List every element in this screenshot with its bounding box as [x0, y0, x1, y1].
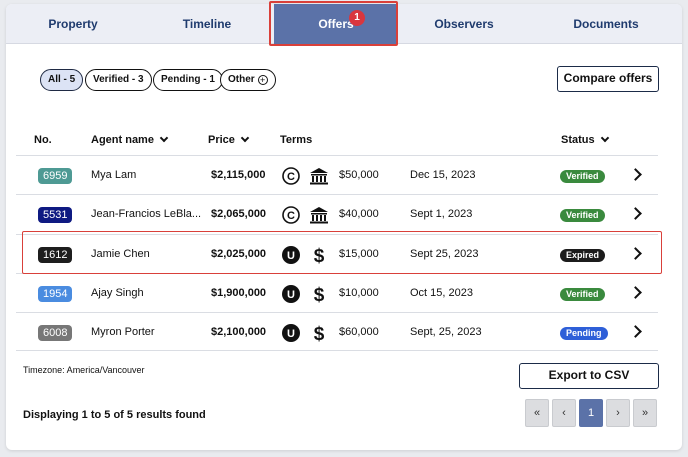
- offer-price: $2,065,000: [211, 208, 267, 221]
- offer-number-badge: 1954: [38, 285, 73, 302]
- dollar-icon: $: [309, 245, 329, 267]
- column-agent-name[interactable]: Agent name: [91, 133, 169, 146]
- tab-bar: Property Timeline Offers Observers Docum…: [6, 4, 682, 44]
- offer-price: $2,025,000: [211, 247, 267, 260]
- filter-all[interactable]: All - 5: [40, 69, 84, 91]
- table-row[interactable]: 6008 Myron Porter $2,100,000 U $ $60,000 Sept,…: [16, 312, 658, 352]
- u-circle-icon: U: [281, 245, 301, 265]
- column-no: No.: [34, 134, 52, 146]
- next-page-button[interactable]: ›: [606, 399, 630, 427]
- offers-count-badge: 1: [349, 10, 365, 26]
- deposit-amount: $50,000: [339, 169, 379, 181]
- table-row[interactable]: 5531 Jean-Francios LeBla... $2,065,000 C $40…: [16, 194, 658, 233]
- offer-date: Dec 15, 2023: [410, 169, 476, 181]
- status-badge: Verified: [560, 170, 605, 183]
- compare-offers-button[interactable]: Compare offers: [557, 66, 659, 92]
- filter-pending-label: Pending - 1: [161, 74, 215, 85]
- filter-verified-label: Verified - 3: [93, 74, 144, 85]
- chevron-down-icon: [600, 133, 609, 143]
- column-agent-label: Agent name: [91, 134, 154, 146]
- deposit-amount: $10,000: [339, 286, 379, 299]
- chevron-right-icon[interactable]: [629, 325, 642, 339]
- deposit-amount: $60,000: [339, 326, 379, 339]
- status-badge: Verified: [560, 209, 605, 223]
- filter-verified[interactable]: Verified - 3: [85, 69, 152, 91]
- offer-date: Sept 1, 2023: [410, 208, 473, 221]
- svg-text:U: U: [287, 289, 295, 301]
- status-badge: Expired: [560, 248, 606, 262]
- u-circle-icon: U: [281, 323, 301, 343]
- table-row[interactable]: 1612 Jamie Chen $2,025,000 U $ $15,000 Sept 25…: [16, 233, 658, 273]
- svg-text:C: C: [287, 171, 295, 183]
- agent-name: Ajay Singh: [91, 286, 144, 299]
- chevron-right-icon[interactable]: [629, 246, 642, 260]
- deposit-amount: $15,000: [339, 247, 379, 260]
- svg-text:U: U: [287, 250, 295, 262]
- c-circle-icon: C: [281, 205, 301, 225]
- column-price[interactable]: Price: [208, 133, 250, 146]
- offer-date: Oct 15, 2023: [410, 286, 473, 299]
- offer-number-badge: 5531: [38, 207, 73, 224]
- results-summary: Displaying 1 to 5 of 5 results found: [23, 409, 206, 421]
- agent-name: Myron Porter: [91, 326, 155, 339]
- svg-text:$: $: [314, 324, 325, 343]
- offer-price: $2,115,000: [211, 169, 266, 181]
- column-status-label: Status: [561, 134, 595, 146]
- tab-offers[interactable]: Offers: [274, 4, 398, 44]
- dollar-icon: $: [309, 284, 329, 306]
- chevron-right-icon[interactable]: [629, 168, 642, 181]
- column-status[interactable]: Status: [561, 133, 609, 146]
- tab-timeline[interactable]: Timeline: [182, 17, 232, 31]
- column-terms: Terms: [280, 134, 313, 146]
- filter-other[interactable]: Other +: [220, 69, 276, 91]
- filter-all-label: All - 5: [48, 74, 76, 85]
- agent-name: Jamie Chen: [91, 247, 150, 260]
- offer-number-badge: 6959: [38, 168, 73, 184]
- prev-page-button[interactable]: ‹: [552, 399, 576, 427]
- chevron-down-icon: [240, 133, 250, 143]
- svg-text:$: $: [314, 246, 325, 265]
- page-1-button[interactable]: 1: [579, 399, 603, 427]
- chevron-right-icon[interactable]: [629, 207, 642, 221]
- status-badge: Verified: [560, 287, 605, 301]
- offer-number-badge: 1612: [38, 246, 73, 263]
- plus-circle-icon: +: [257, 75, 268, 85]
- first-page-button[interactable]: «: [525, 399, 549, 427]
- agent-name: Jean-Francios LeBla...: [91, 208, 202, 221]
- status-badge: Pending: [560, 327, 608, 341]
- last-page-button[interactable]: »: [633, 399, 657, 427]
- export-csv-button[interactable]: Export to CSV: [519, 363, 659, 389]
- filter-pending[interactable]: Pending - 1: [153, 69, 223, 91]
- bank-icon: [309, 166, 329, 186]
- filter-other-label: Other: [228, 74, 255, 85]
- table-row[interactable]: 1954 Ajay Singh $1,900,000 U $ $10,000 Oct 15,…: [16, 272, 658, 312]
- offer-number-badge: 6008: [38, 325, 73, 342]
- chevron-down-icon: [159, 133, 169, 143]
- svg-text:U: U: [287, 328, 295, 340]
- tab-observers[interactable]: Observers: [434, 17, 494, 31]
- svg-text:C: C: [287, 210, 295, 222]
- deposit-amount: $40,000: [339, 208, 379, 221]
- chevron-right-icon[interactable]: [629, 286, 642, 299]
- timezone-label: Timezone: America/Vancouver: [23, 365, 145, 375]
- tab-documents[interactable]: Documents: [573, 17, 639, 31]
- offer-price: $2,100,000: [211, 326, 267, 339]
- c-circle-icon: C: [281, 166, 301, 186]
- agent-name: Mya Lam: [91, 169, 137, 181]
- offer-date: Sept, 25, 2023: [410, 326, 482, 339]
- offer-price: $1,900,000: [211, 286, 267, 299]
- offer-date: Sept 25, 2023: [410, 247, 479, 260]
- u-circle-icon: U: [281, 284, 301, 304]
- table-row[interactable]: 6959 Mya Lam $2,115,000 C $50,000 Dec 15, 202…: [16, 155, 658, 194]
- column-price-label: Price: [208, 134, 235, 146]
- dollar-icon: $: [309, 323, 329, 345]
- bank-icon: [309, 205, 329, 225]
- svg-text:$: $: [314, 285, 325, 304]
- tab-property[interactable]: Property: [48, 17, 98, 31]
